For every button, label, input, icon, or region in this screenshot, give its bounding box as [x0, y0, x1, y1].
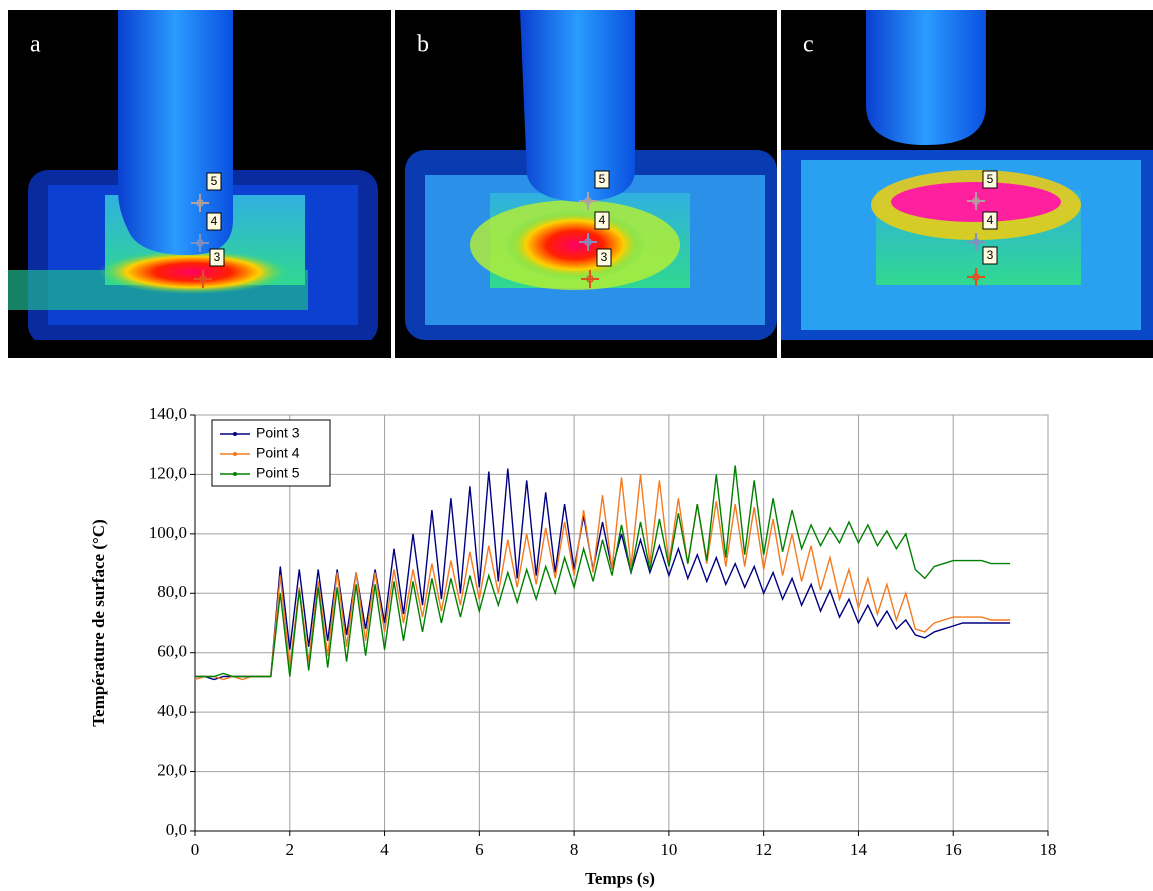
x-tick-label: 16	[945, 840, 962, 859]
panel-label: c	[803, 32, 814, 58]
crosshair-center	[584, 197, 592, 205]
series-line	[195, 468, 1011, 681]
crosshair-center	[586, 275, 594, 283]
legend-box	[211, 419, 331, 487]
x-tick-label: 18	[1040, 840, 1057, 859]
crosshair-center	[972, 273, 980, 281]
x-tick-label: 6	[475, 840, 484, 859]
marker-label: 5	[211, 174, 218, 188]
y-tick-label: 40,0	[157, 701, 187, 720]
legend-label: Point 5	[256, 465, 300, 481]
marker-box	[594, 211, 610, 230]
marker-label: 4	[211, 214, 218, 228]
marker-label: 3	[214, 250, 221, 264]
panel-label: b	[417, 32, 429, 58]
marker-label: 5	[599, 172, 606, 186]
thermal-image-a	[8, 10, 391, 358]
x-tick-label: 12	[755, 840, 772, 859]
y-tick-label: 140,0	[149, 404, 187, 423]
marker-label: 5	[987, 172, 994, 186]
thermal-image-b	[395, 10, 777, 358]
legend-marker	[233, 452, 237, 456]
crosshair-center	[972, 197, 980, 205]
marker-box	[596, 248, 612, 267]
series-line	[194, 474, 1011, 681]
crosshair-center	[196, 239, 204, 247]
y-tick-label: 0,0	[166, 820, 187, 839]
marker-label: 3	[601, 250, 608, 264]
marker-label: 4	[599, 213, 606, 227]
legend-marker	[233, 432, 237, 436]
legend-label: Point 3	[256, 425, 300, 441]
panel-label: a	[30, 32, 41, 58]
marker-box	[206, 172, 222, 191]
marker-box	[209, 248, 225, 267]
thermal-image-c	[781, 10, 1153, 358]
x-tick-label: 2	[286, 840, 295, 859]
x-axis-label: Temps (s)	[585, 869, 655, 888]
legend-marker	[233, 472, 237, 476]
x-tick-label: 14	[850, 840, 868, 859]
y-tick-label: 100,0	[149, 523, 187, 542]
x-tick-label: 0	[191, 840, 200, 859]
marker-box	[982, 246, 998, 265]
x-tick-label: 4	[380, 840, 389, 859]
x-tick-label: 8	[570, 840, 579, 859]
legend-label: Point 4	[256, 445, 300, 461]
y-tick-label: 120,0	[149, 463, 187, 482]
marker-box	[982, 170, 998, 189]
crosshair-center	[199, 275, 207, 283]
series-line	[195, 465, 1011, 678]
y-tick-label: 60,0	[157, 642, 187, 661]
x-tick-label: 10	[660, 840, 677, 859]
crosshair-center	[972, 238, 980, 246]
y-tick-label: 80,0	[157, 582, 187, 601]
y-axis-label: Température de surface (°C)	[89, 519, 108, 726]
crosshair-center	[196, 199, 204, 207]
y-tick-label: 20,0	[157, 760, 187, 779]
marker-label: 3	[987, 248, 994, 262]
marker-label: 4	[987, 213, 994, 227]
marker-box	[594, 170, 610, 189]
marker-box	[206, 212, 222, 231]
crosshair-center	[584, 238, 592, 246]
marker-box	[982, 211, 998, 230]
